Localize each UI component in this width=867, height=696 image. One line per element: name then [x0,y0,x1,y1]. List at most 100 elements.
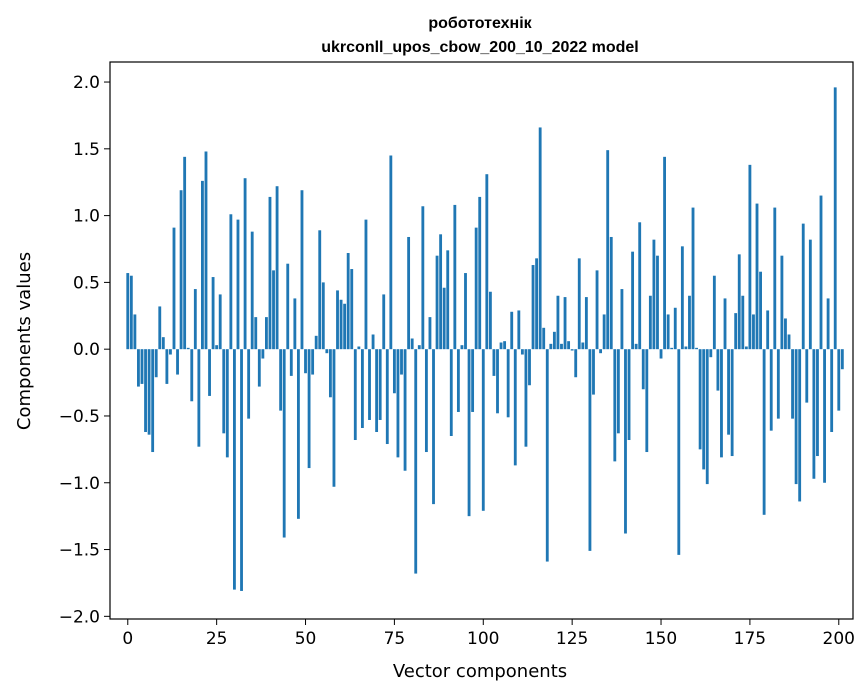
bar-component-101 [485,174,489,350]
bar-component-125 [570,349,574,351]
bar-component-143 [634,343,638,350]
bar-component-108 [510,311,514,350]
bar-component-154 [673,307,677,350]
bar-component-175 [748,164,752,350]
bar-component-165 [712,275,716,350]
bar-component-50 [304,349,307,374]
x-tick-label: 200 [823,629,855,649]
bar-component-26 [218,294,222,350]
bar-component-106 [503,341,507,350]
bar-component-130 [588,349,592,551]
bar-component-40 [268,196,272,350]
bar-component-8 [154,349,158,378]
bar-component-131 [592,349,595,395]
bar-component-47 [293,298,297,350]
bar-component-62 [346,253,350,350]
bar-component-75 [392,349,396,394]
bar-component-194 [816,349,819,457]
bar-component-149 [656,255,659,350]
bar-component-113 [528,349,531,386]
bar-component-111 [520,349,524,355]
bar-component-19 [193,289,197,350]
bar-component-65 [357,346,361,350]
bar-component-198 [830,349,834,432]
bar-component-140 [624,349,627,534]
bar-component-11 [165,349,169,384]
bar-component-114 [531,265,535,350]
bar-component-196 [823,349,826,483]
bar-component-128 [581,342,585,350]
x-tick-label: 25 [206,629,228,649]
bar-component-115 [535,258,539,350]
bar-component-129 [584,297,588,350]
bar-component-94 [460,345,464,350]
bar-component-110 [517,310,521,350]
bar-component-39 [265,317,268,350]
bar-component-0 [126,273,130,350]
bar-component-137 [613,349,617,462]
bar-component-46 [289,349,293,376]
bar-component-126 [574,349,578,378]
bar-component-160 [695,347,698,350]
bar-component-6 [147,349,151,435]
bar-component-105 [499,342,503,350]
bar-component-72 [382,294,386,350]
bar-component-17 [186,347,190,350]
bar-component-85 [428,317,432,350]
chart-title-line2: ukrconll_upos_cbow_200_10_2022 model [321,39,638,56]
bar-component-79 [407,236,411,350]
bar-component-89 [442,287,446,350]
bar-component-43 [279,349,283,411]
bar-component-172 [737,254,741,350]
bar-component-83 [421,206,425,350]
bar-component-23 [208,349,211,396]
bar-component-31 [236,219,240,350]
bar-component-183 [776,349,780,419]
plot-frame [109,61,854,620]
bar-component-147 [648,295,652,350]
bar-component-74 [389,155,393,350]
bar-component-5 [144,349,147,432]
bar-component-1 [129,275,133,350]
bar-component-139 [620,289,624,350]
bar-component-67 [364,219,368,350]
bar-component-77 [400,349,403,375]
bar-component-166 [716,349,720,391]
bars-group [126,87,844,591]
bar-component-38 [261,349,265,359]
bar-component-179 [762,349,766,515]
bar-component-121 [556,295,560,350]
bar-component-82 [417,345,421,350]
bar-component-133 [599,349,603,354]
x-tick-label: 175 [734,629,766,649]
bar-component-151 [663,156,666,350]
bar-component-190 [801,223,805,350]
bar-component-87 [435,255,439,350]
bar-component-15 [179,190,183,350]
bar-component-86 [432,349,435,505]
bar-component-162 [702,349,706,470]
bar-component-76 [396,349,400,458]
bar-component-150 [659,349,663,359]
bar-component-9 [158,306,162,350]
bar-component-30 [233,349,236,590]
bar-component-27 [222,349,226,434]
bar-component-176 [752,314,755,350]
bar-component-49 [300,190,304,350]
y-axis-ticks: −2.0 −1.5 −1.0 −0.5 0.0 0.5 1.0 1.5 2.0 [59,73,110,627]
bar-component-25 [215,345,219,350]
x-tick-label: 75 [384,629,406,649]
y-tick-label: 1.5 [73,140,100,160]
bar-component-48 [296,349,300,519]
bar-component-29 [229,214,233,350]
bar-component-36 [254,317,258,350]
bar-component-142 [631,251,635,350]
bar-component-168 [723,298,727,350]
bar-component-51 [307,349,311,469]
bar-component-173 [741,295,745,350]
bar-component-169 [727,349,730,435]
bar-component-90 [446,250,450,350]
bar-component-69 [371,334,375,350]
bar-component-41 [272,270,275,350]
bar-component-167 [720,349,723,458]
